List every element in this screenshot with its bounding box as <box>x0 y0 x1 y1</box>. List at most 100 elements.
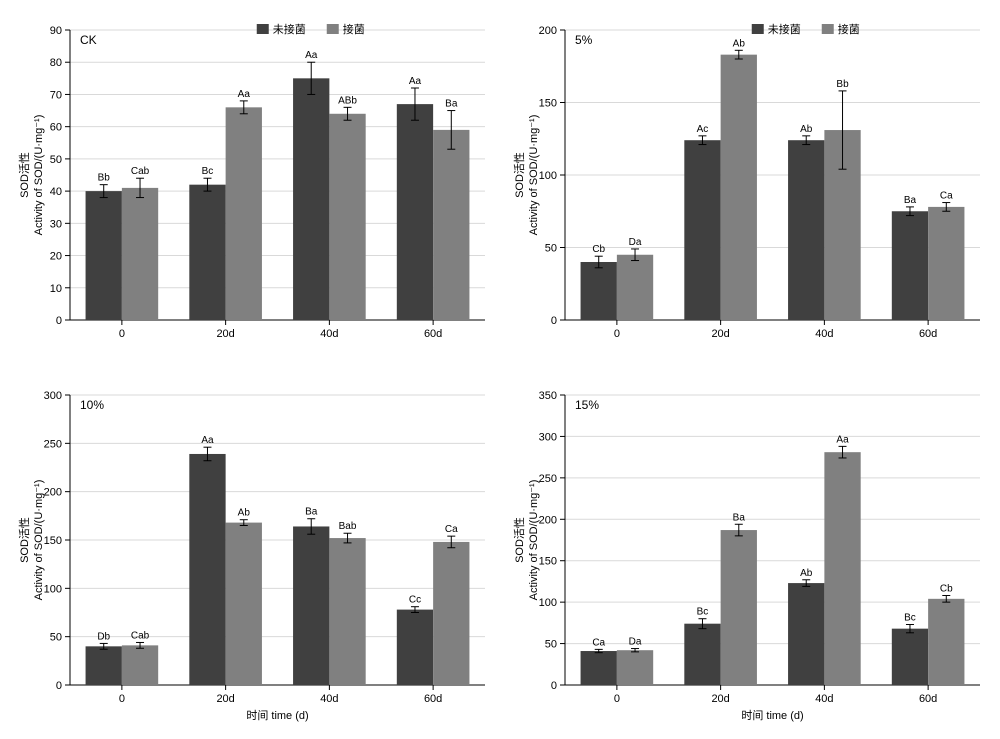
bar-series2 <box>721 55 757 320</box>
y-tick-label: 40 <box>50 186 62 198</box>
bar-label: Ba <box>445 99 458 110</box>
bar-series2 <box>329 538 365 685</box>
y-axis-title-cn: SOD活性 <box>512 517 526 563</box>
bar-series2 <box>226 522 262 684</box>
bar-label: Cab <box>131 630 150 641</box>
y-tick-label: 90 <box>50 25 62 37</box>
bar-series1 <box>397 104 433 320</box>
y-tick-label: 200 <box>539 25 557 37</box>
x-tick-label: 20d <box>216 693 234 705</box>
chart-grid: 01020304050607080900BbCab20dBcAa40dAaABb… <box>10 10 990 729</box>
y-tick-label: 100 <box>539 597 557 609</box>
y-tick-label: 0 <box>551 680 557 692</box>
x-tick-label: 60d <box>424 693 442 705</box>
bar-label: Ca <box>445 524 458 535</box>
y-tick-label: 20 <box>50 251 62 263</box>
panel-label: 10% <box>80 398 104 412</box>
bar-label: Ab <box>800 124 813 135</box>
bar-series1 <box>581 651 617 685</box>
bar-label: Aa <box>201 435 214 446</box>
bar-label: Ca <box>592 637 605 648</box>
bar-label: Aa <box>305 50 318 61</box>
bar-series1 <box>788 583 824 685</box>
bar-series2 <box>928 598 964 684</box>
x-tick-label: 40d <box>815 693 833 705</box>
bar-label: Ba <box>733 512 746 523</box>
y-tick-label: 100 <box>539 170 557 182</box>
x-tick-label: 40d <box>320 693 338 705</box>
bar-series1 <box>293 78 329 320</box>
bar-label: Bc <box>202 166 214 177</box>
bar-series2 <box>329 114 365 320</box>
y-tick-label: 300 <box>539 431 557 443</box>
x-axis-title: 时间 time (d) <box>246 709 308 722</box>
y-tick-label: 70 <box>50 89 62 101</box>
bar-label: Cb <box>940 583 953 594</box>
x-tick-label: 0 <box>119 693 125 705</box>
y-tick-label: 60 <box>50 122 62 134</box>
bar-label: Ab <box>800 567 813 578</box>
bar-label: Da <box>629 237 642 248</box>
bar-series2 <box>433 130 469 320</box>
x-tick-label: 60d <box>919 693 937 705</box>
panel-CK: 01020304050607080900BbCab20dBcAa40dAaABb… <box>10 10 495 365</box>
legend-label-1: 未接菌 <box>768 23 801 36</box>
y-tick-label: 50 <box>50 154 62 166</box>
legend-label-2: 接菌 <box>343 23 365 36</box>
panel-label: 15% <box>575 398 599 412</box>
bar-series1 <box>189 453 225 684</box>
bar-label: Aa <box>238 89 251 100</box>
y-axis-title-en: Activity of SOD/(U·mg⁻¹) <box>528 115 540 236</box>
y-axis-title-en: Activity of SOD/(U·mg⁻¹) <box>33 115 45 236</box>
bar-series2 <box>617 650 653 685</box>
bar-series2 <box>433 541 469 684</box>
panel-label: 5% <box>575 33 593 47</box>
bar-series1 <box>397 609 433 684</box>
x-tick-label: 0 <box>614 693 620 705</box>
bar-series2 <box>122 188 158 320</box>
bar-series1 <box>293 526 329 685</box>
bar-series1 <box>86 646 122 685</box>
y-tick-label: 200 <box>44 486 62 498</box>
x-tick-label: 0 <box>119 328 125 340</box>
legend-swatch-1 <box>257 24 269 34</box>
legend-label-1: 未接菌 <box>273 23 306 36</box>
y-tick-label: 0 <box>551 315 557 327</box>
bar-label: Ca <box>940 191 953 202</box>
bar-label: Db <box>97 631 110 642</box>
bar-series1 <box>892 211 928 320</box>
bar-label: Ba <box>904 195 917 206</box>
legend-label-2: 接菌 <box>838 23 860 36</box>
panel-label: CK <box>80 33 97 47</box>
bar-series1 <box>788 140 824 320</box>
bar-series2 <box>617 255 653 320</box>
y-axis-title-en: Activity of SOD/(U·mg⁻¹) <box>33 479 45 600</box>
bar-series1 <box>581 262 617 320</box>
y-tick-label: 250 <box>44 438 62 450</box>
legend-swatch-2 <box>327 24 339 34</box>
bar-series2 <box>824 452 860 685</box>
y-axis-title-cn: SOD活性 <box>17 517 31 563</box>
bar-label: Bab <box>339 521 357 532</box>
x-tick-label: 60d <box>919 328 937 340</box>
bar-label: Ba <box>305 506 318 517</box>
bar-series1 <box>684 140 720 320</box>
panel-15: 0501001502002503003500CaDa20dBcBa40dAbAa… <box>505 375 990 730</box>
bar-label: Aa <box>836 434 849 445</box>
y-tick-label: 0 <box>56 680 62 692</box>
bar-series1 <box>86 191 122 320</box>
bar-label: Cc <box>409 594 421 605</box>
x-tick-label: 40d <box>815 328 833 340</box>
y-tick-label: 200 <box>539 514 557 526</box>
bar-label: Bb <box>98 173 111 184</box>
bar-series2 <box>721 530 757 685</box>
x-tick-label: 60d <box>424 328 442 340</box>
y-tick-label: 30 <box>50 218 62 230</box>
y-tick-label: 100 <box>44 583 62 595</box>
legend-swatch-1 <box>752 24 764 34</box>
legend-swatch-2 <box>822 24 834 34</box>
bar-label: Da <box>629 636 642 647</box>
y-tick-label: 80 <box>50 57 62 69</box>
x-tick-label: 40d <box>320 328 338 340</box>
y-tick-label: 250 <box>539 472 557 484</box>
